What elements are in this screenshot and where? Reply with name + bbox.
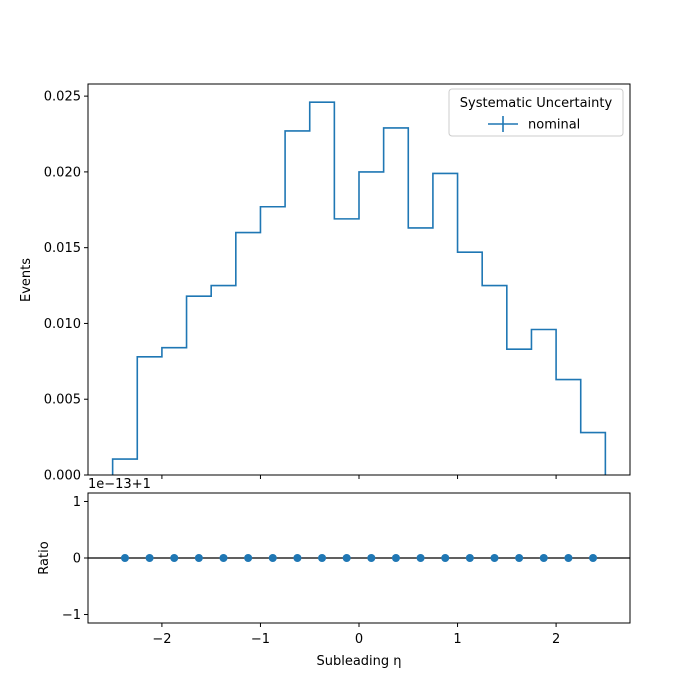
- histogram-y-tick-label: 0.015: [44, 241, 81, 256]
- ratio-point: [293, 554, 302, 562]
- ratio-point: [120, 554, 129, 562]
- ratio-point: [318, 554, 327, 562]
- ratio-x-tick-label: 2: [552, 632, 560, 647]
- ratio-y-tick-label: −1: [62, 608, 81, 623]
- ratio-offset-label: 1e−13+1: [88, 477, 151, 492]
- ratio-x-ticks: −2 −1 0 1 2: [152, 623, 560, 647]
- legend-marker-nominal: [488, 116, 518, 132]
- ratio-point: [589, 554, 598, 562]
- ratio-frame: [87, 492, 631, 624]
- ratio-panel: 1e−13+1 −1 0 1 −2 −1 0 1 2 Ratio Subleading η: [37, 477, 631, 669]
- ratio-point: [219, 554, 228, 562]
- ratio-point: [490, 554, 499, 562]
- ratio-y-ticks: −1 0 1: [62, 495, 88, 623]
- ratio-point: [515, 554, 524, 562]
- histogram-y-tick-label: 0.010: [44, 317, 81, 332]
- histogram-y-tick-label: 0.025: [44, 90, 81, 105]
- ratio-y-tick-label: 1: [73, 495, 81, 510]
- ratio-y-axis-label: Ratio: [37, 541, 52, 574]
- ratio-y-tick-label: 0: [73, 552, 81, 567]
- ratio-point: [367, 554, 376, 562]
- ratio-point: [539, 554, 548, 562]
- ratio-point: [465, 554, 474, 562]
- ratio-point: [441, 554, 450, 562]
- ratio-point: [194, 554, 203, 562]
- ratio-x-tick-label: −1: [251, 632, 270, 647]
- histogram-step-line: [111, 101, 607, 475]
- ratio-x-tick-label: 0: [355, 632, 363, 647]
- ratio-point: [416, 554, 425, 562]
- histogram-y-tick-label: 0.005: [44, 393, 81, 408]
- ratio-points: [120, 554, 598, 562]
- ratio-point: [342, 554, 351, 562]
- histogram-plot-area: [88, 84, 630, 475]
- histogram-x-ticks: [161, 475, 557, 479]
- histogram-y-ticks: 0.000 0.005 0.010 0.015 0.020 0.025: [44, 90, 88, 484]
- ratio-point: [564, 554, 573, 562]
- legend: Systematic Uncertainty nominal: [448, 88, 624, 137]
- ratio-point: [145, 554, 154, 562]
- ratio-point: [170, 554, 179, 562]
- histogram-y-tick-label: 0.000: [44, 469, 81, 484]
- histogram-y-tick-label: 0.020: [44, 165, 81, 180]
- ratio-point: [244, 554, 253, 562]
- histogram-panel: 0.000 0.005 0.010 0.015 0.020 0.025 Events Sy…: [19, 83, 631, 484]
- legend-entry-nominal: nominal: [528, 118, 580, 133]
- histogram-y-axis-label: Events: [19, 258, 34, 302]
- legend-title: Systematic Uncertainty: [460, 96, 613, 111]
- ratio-point: [268, 554, 277, 562]
- ratio-x-tick-label: −2: [152, 632, 171, 647]
- histogram-frame: [87, 83, 631, 476]
- x-axis-label: Subleading η: [316, 654, 401, 669]
- ratio-point: [391, 554, 400, 562]
- ratio-x-tick-label: 1: [453, 632, 461, 647]
